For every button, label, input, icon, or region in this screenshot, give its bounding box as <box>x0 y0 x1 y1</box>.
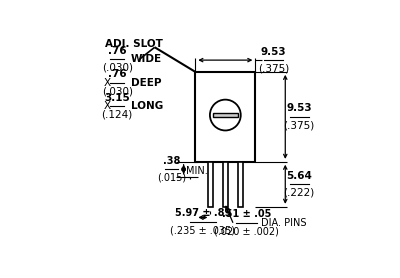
Text: DEEP: DEEP <box>131 78 162 88</box>
Text: 5.64: 5.64 <box>286 171 312 181</box>
Text: MIN.: MIN. <box>186 166 208 176</box>
Text: (.030): (.030) <box>102 63 133 73</box>
Bar <box>208 162 213 207</box>
Text: WIDE: WIDE <box>131 54 162 64</box>
Text: X: X <box>104 101 111 111</box>
Text: (.015): (.015) <box>157 173 186 183</box>
Bar <box>213 113 238 117</box>
Text: 5.97 ± .89: 5.97 ± .89 <box>175 208 231 218</box>
Text: .76: .76 <box>108 46 126 56</box>
Text: .51 ± .05: .51 ± .05 <box>222 209 272 219</box>
Text: (.375): (.375) <box>284 120 315 130</box>
Text: (.020 ± .002): (.020 ± .002) <box>214 226 279 236</box>
Text: (.030): (.030) <box>102 86 133 96</box>
Text: LONG: LONG <box>131 101 163 111</box>
Circle shape <box>210 100 241 130</box>
Text: 9.53: 9.53 <box>261 47 286 57</box>
Text: ADJ. SLOT: ADJ. SLOT <box>106 39 163 49</box>
Text: X: X <box>104 78 111 88</box>
Text: DIA. PINS: DIA. PINS <box>261 218 306 228</box>
Bar <box>195 72 255 162</box>
Text: (.222): (.222) <box>284 188 315 198</box>
Text: (.375): (.375) <box>258 64 289 74</box>
Bar <box>223 162 228 207</box>
Text: .76: .76 <box>108 69 126 79</box>
Text: 3.15: 3.15 <box>104 93 130 103</box>
Bar <box>238 162 243 207</box>
Text: (.235 ± .035): (.235 ± .035) <box>170 225 235 235</box>
Text: .38: .38 <box>163 156 180 166</box>
Text: (.124): (.124) <box>102 110 133 120</box>
Text: 9.53: 9.53 <box>286 103 312 113</box>
